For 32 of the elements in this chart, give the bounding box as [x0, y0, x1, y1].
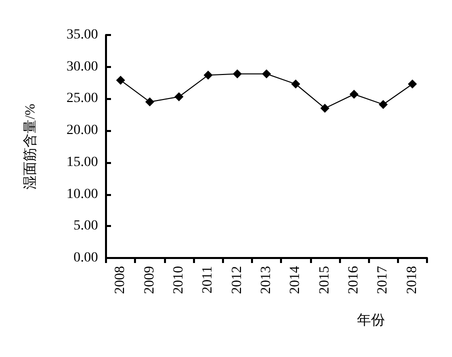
x-axis-title: 年份: [357, 312, 385, 328]
point: [232, 69, 242, 78]
x-tick-label: 2017: [376, 266, 391, 294]
point: [408, 80, 417, 89]
x-tick-label: 2014: [288, 266, 304, 294]
point: [116, 76, 126, 85]
x-tick-label: 2013: [259, 266, 274, 294]
y-axis-title: 湿面筋含量/%: [22, 103, 38, 190]
x-tick-label: 2016: [346, 266, 362, 294]
y-tick-label: 30.00: [66, 59, 98, 74]
y-tick-label: 20.00: [66, 123, 98, 138]
x-tick-label: 2009: [142, 266, 158, 294]
point: [350, 90, 359, 99]
x-tick-label: 2010: [171, 266, 186, 294]
x-tick-label: 2008: [113, 266, 128, 294]
y-tick-label: 5.00: [74, 218, 98, 234]
point: [174, 92, 184, 102]
point: [145, 97, 154, 106]
y-tick-label: 10.00: [66, 186, 98, 202]
point: [320, 104, 330, 113]
point: [204, 70, 213, 80]
point: [262, 69, 271, 78]
y-tick-label: 15.00: [66, 154, 98, 170]
y-tick-label: 0.00: [74, 250, 98, 266]
x-tick-label: 2015: [317, 266, 332, 294]
x-tick-label: 2012: [230, 266, 245, 294]
x-tick-label: 2018: [404, 266, 420, 294]
point: [378, 100, 388, 109]
y-tick-label: 35.00: [66, 28, 98, 42]
y-tick-label: 25.00: [66, 91, 98, 106]
point: [291, 80, 300, 89]
x-tick-label: 2011: [200, 266, 216, 294]
